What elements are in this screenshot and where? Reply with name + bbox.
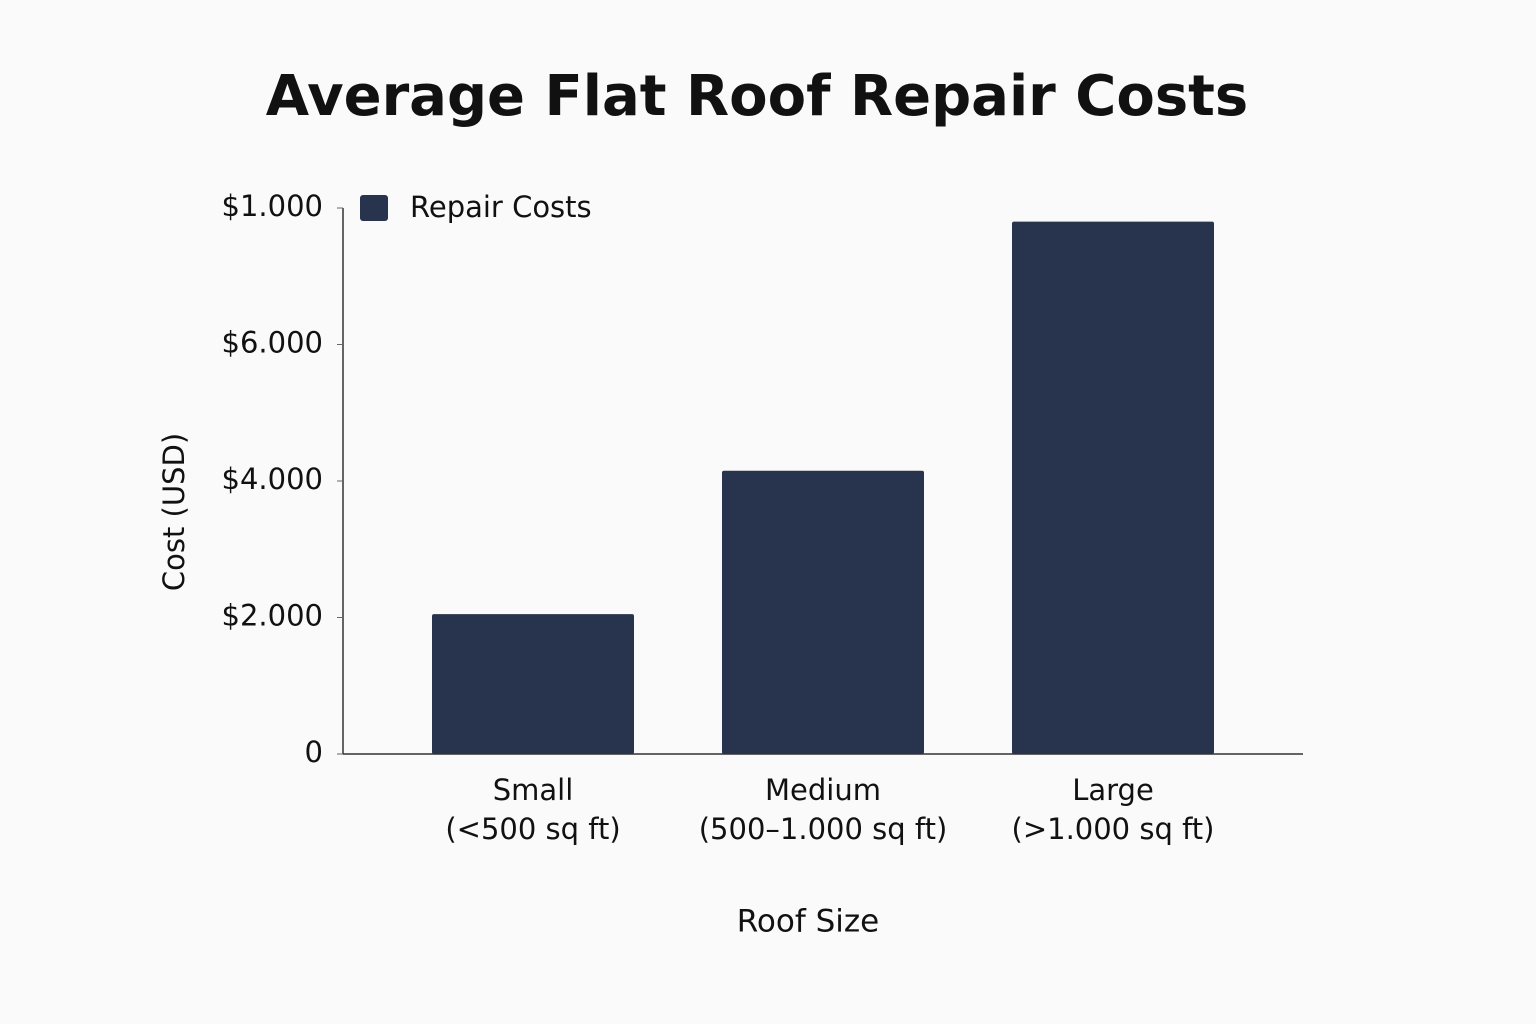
y-tick-label: $2.000 (222, 599, 323, 633)
bar (1012, 221, 1214, 754)
bar (432, 614, 634, 754)
y-axis-label: Cost (USD) (157, 433, 191, 591)
x-tick-label: Medium (500–1.000 sq ft) (699, 773, 948, 846)
x-tick-label: Large (>1.000 sq ft) (1012, 773, 1215, 846)
y-tick-label: $6.000 (222, 326, 323, 360)
y-tick-label: $4.000 (222, 462, 323, 496)
y-tick-label: 0 (305, 735, 323, 769)
x-axis-label: Roof Size (737, 904, 879, 940)
legend-swatch (360, 195, 388, 221)
bar (722, 470, 924, 754)
legend-label: Repair Costs (410, 190, 592, 224)
chart-title: Average Flat Roof Repair Costs (266, 64, 1249, 129)
x-tick-label: Small (<500 sq ft) (445, 773, 620, 846)
y-tick-label: $1.000 (222, 189, 323, 223)
